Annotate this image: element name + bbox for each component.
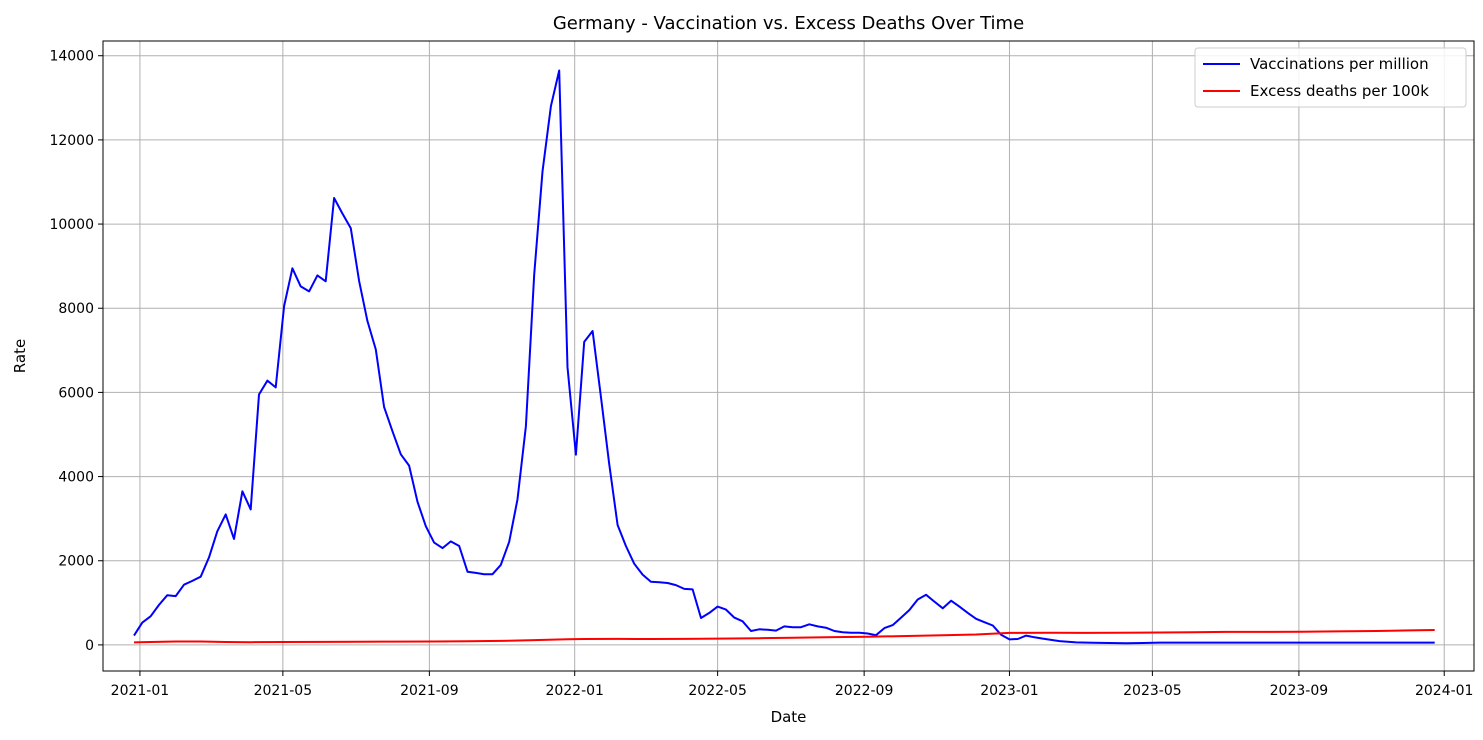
x-tick-label: 2021-05 xyxy=(254,683,313,699)
x-tick-label: 2022-01 xyxy=(545,683,604,699)
y-tick-label: 8000 xyxy=(58,301,94,317)
y-tick-label: 10000 xyxy=(49,217,94,233)
y-tick-label: 4000 xyxy=(58,470,94,486)
series-layer xyxy=(133,69,1435,645)
x-tick-label: 2023-05 xyxy=(1123,683,1182,699)
y-tick-label: 2000 xyxy=(58,554,94,570)
legend-label-vaccinations: Vaccinations per million xyxy=(1250,55,1429,73)
y-tick-label: 14000 xyxy=(49,49,94,65)
x-tick-label: 2023-01 xyxy=(980,683,1039,699)
grid xyxy=(103,41,1474,671)
chart-title: Germany - Vaccination vs. Excess Deaths … xyxy=(553,13,1024,34)
x-tick-label: 2022-05 xyxy=(688,683,747,699)
x-tick-label: 2021-09 xyxy=(400,683,459,699)
y-tick-label: 12000 xyxy=(49,133,94,149)
x-tick-label: 2024-01 xyxy=(1415,683,1474,699)
series-line-excess-deaths xyxy=(133,629,1435,644)
series-line-vaccinations xyxy=(133,69,1435,645)
y-axis-label: Rate xyxy=(11,339,29,373)
axis-ticks: 2021-01 2021-05 2021-09 2022-01 2022-05 2022-… xyxy=(49,49,1473,699)
x-axis-label: Date xyxy=(771,708,807,726)
x-tick-label: 2023-09 xyxy=(1270,683,1329,699)
legend-box xyxy=(1194,47,1467,108)
legend: Vaccinations per million Excess deaths p… xyxy=(1194,47,1467,108)
y-tick-label: 0 xyxy=(85,638,94,654)
legend-label-excess-deaths: Excess deaths per 100k xyxy=(1250,82,1429,100)
x-tick-label: 2022-09 xyxy=(835,683,894,699)
plot-frame xyxy=(102,40,1475,672)
x-tick-label: 2021-01 xyxy=(111,683,170,699)
y-tick-label: 6000 xyxy=(58,385,94,401)
